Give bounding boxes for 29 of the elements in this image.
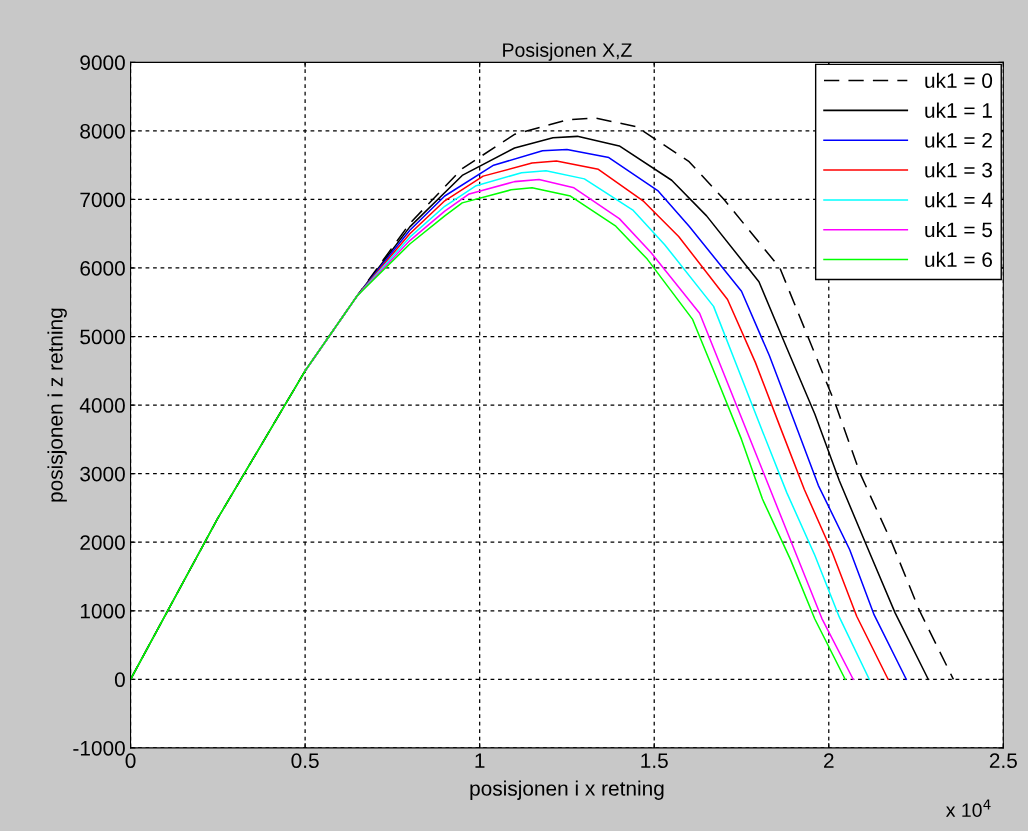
y-tick-label: 0	[114, 672, 125, 688]
legend-label: uk1 = 4	[925, 192, 993, 208]
legend-label: uk1 = 3	[925, 162, 992, 178]
legend-label: uk1 = 2	[925, 132, 992, 148]
legend-label: uk1 = 1	[925, 102, 992, 118]
y-tick-label: 4000	[79, 398, 125, 413]
chart-title: Posisjonen X,Z	[503, 42, 632, 61]
y-tick-label: 6000	[80, 261, 125, 276]
y-tick-label: 5000	[80, 329, 125, 345]
y-tick-label: 2000	[80, 535, 125, 550]
x-tick-label: 2.5	[989, 753, 1017, 769]
y-tick-label: 9000	[80, 55, 125, 71]
x-tick-label: 2	[824, 753, 834, 768]
legend-label: uk1 = 6	[925, 251, 992, 268]
text: x 10$^{4}$	[945, 799, 991, 818]
x-tick-label: 0	[125, 753, 136, 769]
y-tick-label: 3000	[80, 466, 125, 482]
x-axis-title: posisjonen i x retning	[470, 780, 664, 800]
x-tick-label: 1	[475, 753, 485, 768]
legend-label: uk1 = 5	[925, 221, 993, 238]
line-series	[130, 187, 846, 681]
y-tick-label: 7000	[80, 192, 125, 208]
legend-label: uk1 = 0	[925, 72, 993, 89]
y-axis-title: posisjonen i z retning	[47, 308, 67, 502]
y-tick-label: 8000	[80, 123, 125, 139]
x-tick-label: 1.5	[641, 753, 668, 769]
x-tick-label: 0.5	[291, 753, 319, 769]
y-tick-label: 1000	[80, 603, 125, 619]
y-tick-label: -1000	[73, 740, 125, 756]
